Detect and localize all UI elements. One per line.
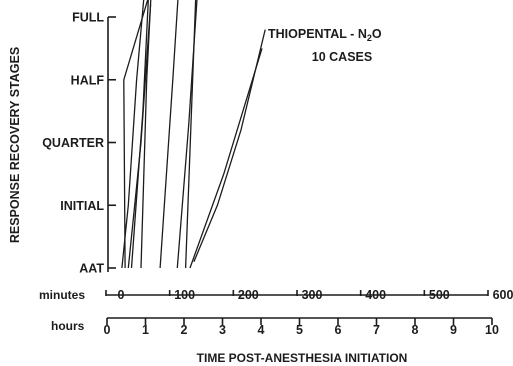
hours-tick-label: 2 (181, 323, 188, 337)
y-tick-label: QUARTER (42, 136, 104, 150)
minutes-tick-label: 0 (118, 288, 125, 302)
minutes-axis-label: minutes (39, 288, 85, 302)
y-tick-label: AAT (79, 262, 104, 276)
y-tick-label: HALF (71, 73, 105, 87)
hours-tick-label: 8 (412, 323, 419, 337)
hours-tick-label: 10 (485, 323, 499, 337)
hours-axis-label: hours (51, 319, 85, 333)
y-tick-label: INITIAL (60, 199, 104, 213)
series-line-5 (140, 0, 152, 269)
hours-tick-label: 6 (335, 323, 342, 337)
hours-tick-label: 4 (258, 323, 265, 337)
x-axis-label: TIME POST-ANESTHESIA INITIATION (197, 351, 408, 365)
series-line-8 (184, 0, 197, 269)
hours-tick-label: 0 (104, 323, 111, 337)
chart-title: THIOPENTAL - N2O (268, 27, 382, 43)
hours-tick-label: 9 (450, 323, 457, 337)
y-tick-label: FULL (72, 11, 104, 25)
series-lines (121, 0, 266, 269)
minutes-tick-label: 200 (238, 288, 259, 302)
minutes-tick-label: 400 (365, 288, 386, 302)
x-axis-minutes: minutes 0 100 200 300 400 500 600 (39, 288, 513, 302)
minutes-tick-label: 300 (302, 288, 323, 302)
minutes-tick-label: 600 (493, 288, 513, 302)
y-axis-label: RESPONSE RECOVERY STAGES (8, 47, 22, 243)
series-line-6 (159, 0, 179, 269)
chart-subtitle: 10 CASES (312, 50, 372, 64)
hours-tick-label: 5 (296, 323, 303, 337)
series-line-4 (130, 0, 149, 269)
x-axis-hours: hours 0 1 2 3 4 5 6 7 8 9 10 (51, 317, 499, 337)
minutes-tick-label: 100 (174, 288, 195, 302)
y-axis: AAT INITIAL QUARTER HALF FULL (42, 11, 116, 276)
hours-tick-label: 7 (373, 323, 380, 337)
series-line-7 (176, 0, 198, 269)
series-line-2 (123, 0, 149, 269)
hours-tick-label: 1 (142, 323, 149, 337)
minutes-tick-label: 500 (429, 288, 450, 302)
hours-tick-label: 3 (219, 323, 226, 337)
series-line-10 (189, 48, 263, 269)
